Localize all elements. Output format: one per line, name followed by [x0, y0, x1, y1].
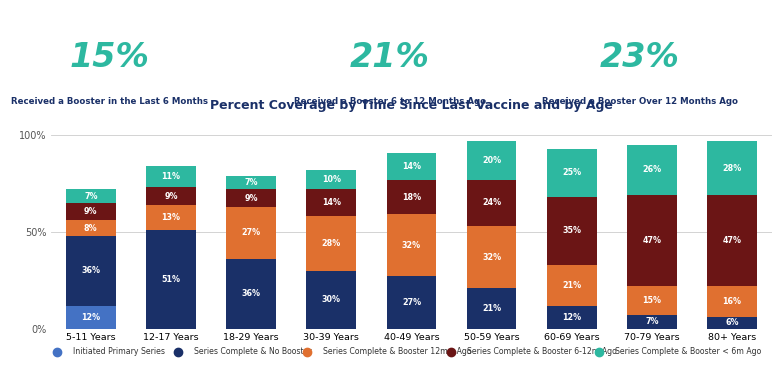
Bar — [707, 141, 757, 195]
Text: 25%: 25% — [562, 169, 581, 177]
Bar — [387, 215, 436, 276]
Bar — [547, 149, 597, 197]
Text: Initiated Primary Series: Initiated Primary Series — [73, 348, 165, 356]
Text: 12%: 12% — [81, 313, 101, 322]
Text: 47%: 47% — [643, 236, 661, 245]
Bar — [66, 203, 115, 220]
Text: 28%: 28% — [722, 164, 742, 173]
Bar — [146, 166, 196, 187]
Text: 11%: 11% — [161, 172, 180, 181]
Text: 15%: 15% — [69, 41, 149, 74]
Bar — [466, 141, 516, 180]
Bar — [466, 180, 516, 226]
Bar — [627, 145, 677, 195]
Text: 21%: 21% — [482, 304, 502, 313]
Bar — [226, 189, 276, 207]
Bar — [547, 305, 597, 329]
Bar — [146, 230, 196, 329]
Bar — [226, 259, 276, 329]
Text: 35%: 35% — [562, 227, 581, 236]
Text: 13%: 13% — [161, 213, 180, 222]
Bar — [387, 180, 436, 215]
Bar — [307, 189, 356, 216]
Bar — [466, 226, 516, 288]
Text: 47%: 47% — [722, 236, 742, 245]
Bar — [146, 187, 196, 205]
Bar — [66, 236, 115, 305]
Bar — [547, 197, 597, 265]
Bar — [226, 176, 276, 189]
Text: 36%: 36% — [81, 266, 101, 275]
Text: 27%: 27% — [402, 298, 421, 307]
Text: COVID-19 Vaccination by Time since Last Vaccine for Ottawa Residents Vaccinated : COVID-19 Vaccination by Time since Last … — [9, 12, 476, 22]
Text: 21%: 21% — [562, 280, 581, 290]
Text: Series Complete & Booster 6-12m Ago: Series Complete & Booster 6-12m Ago — [467, 348, 617, 356]
Title: Percent Coverage by Time Since Last Vaccine and by Age: Percent Coverage by Time Since Last Vacc… — [210, 99, 613, 112]
Text: 7%: 7% — [84, 192, 98, 201]
Bar — [387, 276, 436, 329]
Text: Series Complete & Booster 12m+ Ago: Series Complete & Booster 12m+ Ago — [323, 348, 471, 356]
Text: 12%: 12% — [562, 313, 581, 322]
Bar — [627, 195, 677, 286]
Text: 32%: 32% — [482, 253, 502, 262]
Text: 9%: 9% — [165, 192, 178, 201]
Bar — [66, 220, 115, 236]
Text: Series Complete & No Booster: Series Complete & No Booster — [194, 348, 312, 356]
Bar — [466, 288, 516, 329]
Text: 20%: 20% — [482, 156, 502, 165]
Bar — [146, 205, 196, 230]
Bar — [307, 170, 356, 189]
Text: 7%: 7% — [244, 178, 258, 187]
Text: 18%: 18% — [402, 193, 421, 202]
Text: 32%: 32% — [402, 241, 421, 250]
Text: 51%: 51% — [161, 275, 180, 284]
Text: 36%: 36% — [242, 290, 261, 298]
Bar — [66, 305, 115, 329]
Bar — [226, 207, 276, 259]
Text: 15%: 15% — [643, 296, 661, 305]
Bar — [627, 315, 677, 329]
Bar — [387, 153, 436, 180]
Text: 27%: 27% — [242, 228, 261, 238]
Text: 26%: 26% — [643, 166, 661, 175]
Text: 9%: 9% — [84, 207, 98, 216]
Bar — [707, 286, 757, 317]
Bar — [547, 265, 597, 305]
Text: 7%: 7% — [645, 317, 658, 326]
Text: 23%: 23% — [600, 41, 679, 74]
Text: 9%: 9% — [244, 193, 258, 202]
Text: 10%: 10% — [322, 175, 341, 184]
Bar — [307, 271, 356, 329]
Text: 8%: 8% — [84, 224, 98, 233]
Bar — [707, 317, 757, 329]
Text: 21%: 21% — [350, 41, 430, 74]
Bar — [707, 195, 757, 286]
Bar — [307, 216, 356, 271]
Text: Received a Booster Over 12 Months Ago: Received a Booster Over 12 Months Ago — [541, 97, 738, 106]
Bar — [627, 286, 677, 315]
Text: 30%: 30% — [322, 295, 341, 304]
Bar — [66, 189, 115, 203]
Text: Received a Booster 6 to 12 Months Ago: Received a Booster 6 to 12 Months Ago — [294, 97, 486, 106]
Text: 28%: 28% — [321, 239, 341, 248]
Text: 6%: 6% — [725, 319, 739, 328]
Text: Series Complete & Booster < 6m Ago: Series Complete & Booster < 6m Ago — [615, 348, 762, 356]
Text: 16%: 16% — [722, 297, 742, 306]
Text: 14%: 14% — [402, 162, 421, 170]
Text: Received a Booster in the Last 6 Months: Received a Booster in the Last 6 Months — [11, 97, 207, 106]
Text: 14%: 14% — [322, 198, 341, 207]
Text: 24%: 24% — [482, 198, 502, 207]
